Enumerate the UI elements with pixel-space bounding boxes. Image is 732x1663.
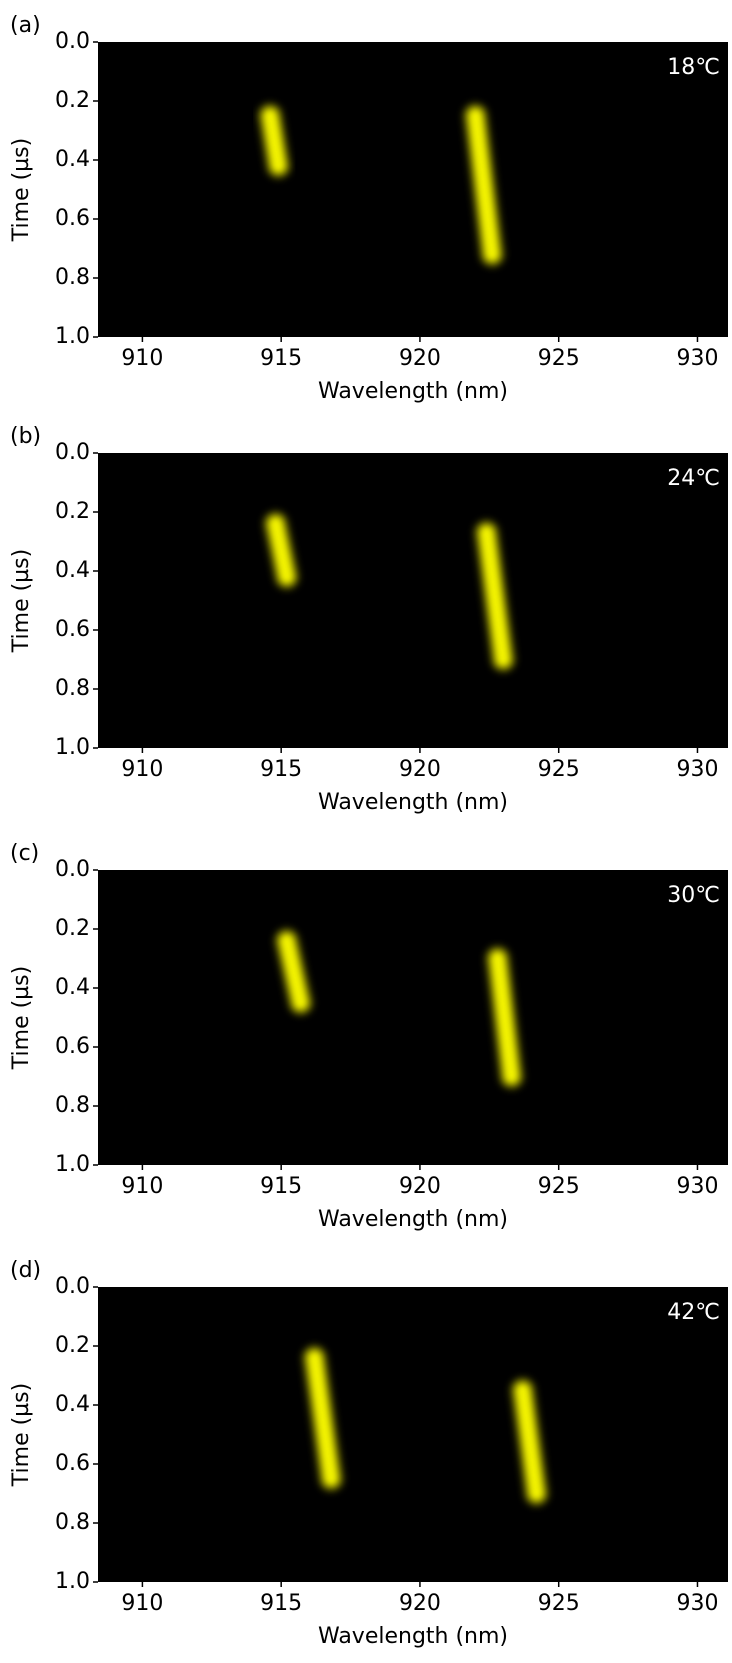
x-tick-label: 920 bbox=[399, 1591, 441, 1616]
x-tick-label: 925 bbox=[538, 1174, 580, 1199]
x-tick-label: 910 bbox=[121, 1591, 163, 1616]
x-tick-label: 925 bbox=[538, 757, 580, 782]
streak-group bbox=[462, 102, 506, 268]
x-axis-label: Wavelength (nm) bbox=[318, 379, 508, 404]
y-tick-label: 0.2 bbox=[55, 88, 90, 113]
streak-group bbox=[473, 519, 517, 673]
plot-area bbox=[98, 1287, 728, 1582]
y-tick-label: 0.8 bbox=[55, 265, 90, 290]
panel-label: (b) bbox=[10, 424, 41, 449]
annotation: 30℃ bbox=[667, 883, 720, 908]
y-tick-label: 0.2 bbox=[55, 1333, 90, 1358]
y-tick-label: 0.2 bbox=[55, 916, 90, 941]
streak bbox=[467, 108, 500, 262]
annotation: 18℃ bbox=[667, 55, 720, 80]
x-tick-label: 925 bbox=[538, 1591, 580, 1616]
y-axis-label: Time (µs) bbox=[9, 1383, 34, 1487]
streak-group bbox=[273, 927, 314, 1016]
plot-area bbox=[98, 453, 728, 748]
y-tick-label: 1.0 bbox=[55, 1569, 90, 1594]
y-tick-label: 0.8 bbox=[55, 1093, 90, 1118]
x-axis-label: Wavelength (nm) bbox=[318, 1624, 508, 1649]
streak bbox=[515, 1382, 545, 1501]
y-tick-label: 0.6 bbox=[55, 1034, 90, 1059]
streak-group bbox=[301, 1344, 345, 1492]
x-axis-label: Wavelength (nm) bbox=[318, 790, 508, 815]
streak bbox=[279, 933, 309, 1011]
x-tick-label: 920 bbox=[399, 346, 441, 371]
y-tick-label: 0.4 bbox=[55, 975, 90, 1000]
plot-area bbox=[98, 42, 728, 337]
y-tick-label: 1.0 bbox=[55, 735, 90, 760]
x-tick-label: 915 bbox=[260, 757, 302, 782]
panel-label: (d) bbox=[10, 1258, 41, 1283]
x-tick-label: 930 bbox=[676, 757, 718, 782]
y-tick-label: 0.0 bbox=[55, 29, 90, 54]
panel-label: (a) bbox=[10, 13, 41, 38]
streak-group bbox=[509, 1377, 550, 1507]
streak-group bbox=[257, 102, 292, 179]
x-tick-label: 930 bbox=[676, 346, 718, 371]
streak bbox=[490, 951, 520, 1084]
y-tick-label: 0.8 bbox=[55, 1510, 90, 1535]
y-tick-label: 1.0 bbox=[55, 1152, 90, 1177]
streak bbox=[268, 516, 295, 585]
streak-group bbox=[262, 510, 300, 590]
annotation: 24℃ bbox=[667, 466, 720, 491]
y-axis-label: Time (µs) bbox=[9, 138, 34, 242]
y-tick-label: 0.6 bbox=[55, 617, 90, 642]
y-tick-label: 0.0 bbox=[55, 1274, 90, 1299]
x-tick-label: 915 bbox=[260, 1174, 302, 1199]
x-tick-label: 915 bbox=[260, 346, 302, 371]
y-tick-label: 0.2 bbox=[55, 499, 90, 524]
streak-group bbox=[484, 945, 525, 1090]
x-tick-label: 930 bbox=[676, 1591, 718, 1616]
x-tick-label: 930 bbox=[676, 1174, 718, 1199]
x-tick-label: 920 bbox=[399, 757, 441, 782]
streak bbox=[306, 1350, 339, 1487]
y-tick-label: 0.0 bbox=[55, 857, 90, 882]
panel-label: (c) bbox=[10, 841, 39, 866]
y-tick-label: 0.6 bbox=[55, 206, 90, 231]
x-tick-label: 915 bbox=[260, 1591, 302, 1616]
y-tick-label: 0.6 bbox=[55, 1451, 90, 1476]
plot-area bbox=[98, 870, 728, 1165]
x-tick-label: 910 bbox=[121, 757, 163, 782]
y-tick-label: 0.8 bbox=[55, 676, 90, 701]
streak bbox=[262, 108, 286, 174]
x-tick-label: 910 bbox=[121, 346, 163, 371]
y-tick-label: 0.4 bbox=[55, 1392, 90, 1417]
y-tick-label: 0.4 bbox=[55, 147, 90, 172]
x-axis-label: Wavelength (nm) bbox=[318, 1207, 508, 1232]
y-axis-label: Time (µs) bbox=[9, 966, 34, 1070]
y-tick-label: 0.0 bbox=[55, 440, 90, 465]
x-tick-label: 925 bbox=[538, 346, 580, 371]
y-tick-label: 0.4 bbox=[55, 558, 90, 583]
streak bbox=[479, 525, 511, 667]
x-tick-label: 910 bbox=[121, 1174, 163, 1199]
y-tick-label: 1.0 bbox=[55, 324, 90, 349]
annotation: 42℃ bbox=[667, 1300, 720, 1325]
x-tick-label: 920 bbox=[399, 1174, 441, 1199]
y-axis-label: Time (µs) bbox=[9, 549, 34, 653]
